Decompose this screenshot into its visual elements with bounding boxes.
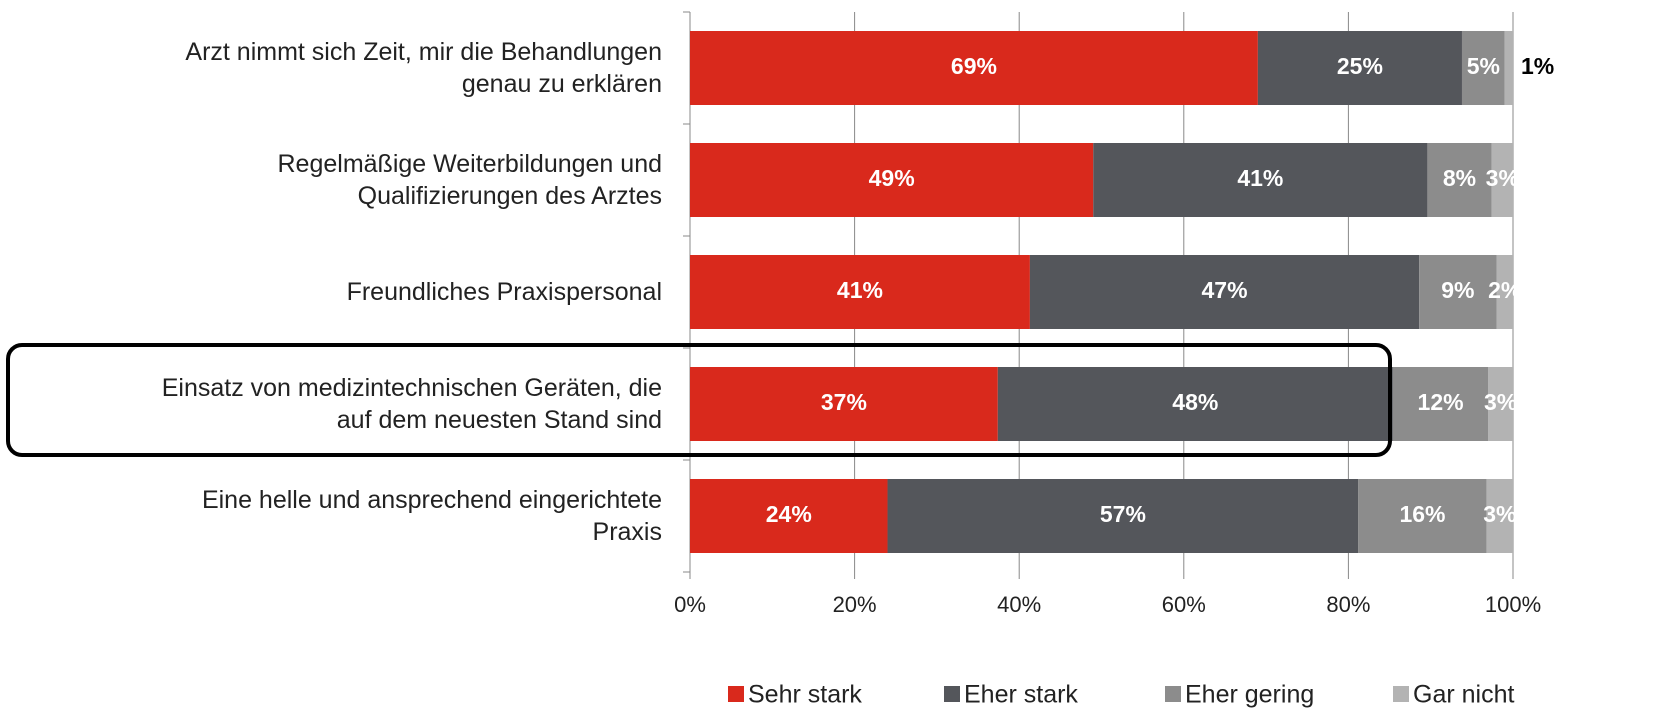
x-tick-label: 0%: [674, 592, 706, 617]
bar-segment: [1491, 143, 1513, 217]
bar-segment: [690, 31, 1258, 105]
category-label: Regelmäßige Weiterbildungen und Qualifiz…: [277, 150, 663, 210]
highlight-box: [6, 343, 1392, 457]
bar-segment: [1496, 255, 1513, 329]
data-label: 12%: [1418, 389, 1464, 415]
data-label: 1%: [1521, 53, 1554, 79]
bar-segment: [1427, 143, 1492, 217]
bar-segment: [1358, 479, 1487, 553]
x-tick-label: 60%: [1162, 592, 1206, 617]
bar-segment: [1392, 367, 1489, 441]
legend-label: Sehr stark: [748, 681, 862, 709]
bar-segment: [1419, 255, 1497, 329]
bar-segment: [690, 479, 888, 553]
data-label: 3%: [1483, 501, 1516, 527]
legend-label: Eher gering: [1185, 681, 1314, 709]
data-label: 25%: [1337, 53, 1383, 79]
legend-label: Gar nicht: [1413, 681, 1514, 709]
bar-segment: [1093, 143, 1428, 217]
data-label: 69%: [951, 53, 997, 79]
data-label: 47%: [1202, 277, 1248, 303]
x-tick-label: 100%: [1485, 592, 1541, 617]
bar-segment: [690, 143, 1094, 217]
bar-segment: [690, 367, 998, 441]
data-label: 41%: [1237, 165, 1283, 191]
bar-segment: [1461, 31, 1505, 105]
bar-segment: [1029, 255, 1420, 329]
category-label: Eine helle und ansprechend eingerichtete…: [201, 486, 662, 546]
legend-swatch: [944, 686, 960, 702]
bar-segment: [690, 255, 1030, 329]
data-label: 8%: [1443, 165, 1476, 191]
category-label: Freundliches Praxispersonal: [346, 278, 662, 306]
bar-segment: [1504, 31, 1513, 105]
data-label: 3%: [1484, 389, 1517, 415]
data-label: 2%: [1488, 277, 1521, 303]
data-label: 24%: [766, 501, 812, 527]
x-tick-label: 20%: [833, 592, 877, 617]
data-label: 3%: [1486, 165, 1519, 191]
bar-segment: [997, 367, 1393, 441]
category-label: Arzt nimmt sich Zeit, mir die Behandlung…: [185, 38, 662, 98]
data-label: 37%: [821, 389, 867, 415]
bar-segment: [1257, 31, 1462, 105]
legend-swatch: [728, 686, 744, 702]
data-label: 5%: [1467, 53, 1500, 79]
data-label: 16%: [1399, 501, 1445, 527]
bar-segment: [887, 479, 1359, 553]
data-label: 41%: [837, 277, 883, 303]
data-label: 49%: [869, 165, 915, 191]
x-tick-label: 40%: [997, 592, 1041, 617]
data-label: 48%: [1172, 389, 1218, 415]
bar-segment: [1486, 479, 1513, 553]
x-tick-label: 80%: [1326, 592, 1370, 617]
category-label: Einsatz von medizintechnischen Geräten, …: [161, 374, 662, 434]
legend-label: Eher stark: [964, 681, 1078, 709]
data-label: 57%: [1100, 501, 1146, 527]
bar-segment: [1488, 367, 1513, 441]
data-label: 9%: [1441, 277, 1474, 303]
legend-swatch: [1393, 686, 1409, 702]
legend-swatch: [1165, 686, 1181, 702]
